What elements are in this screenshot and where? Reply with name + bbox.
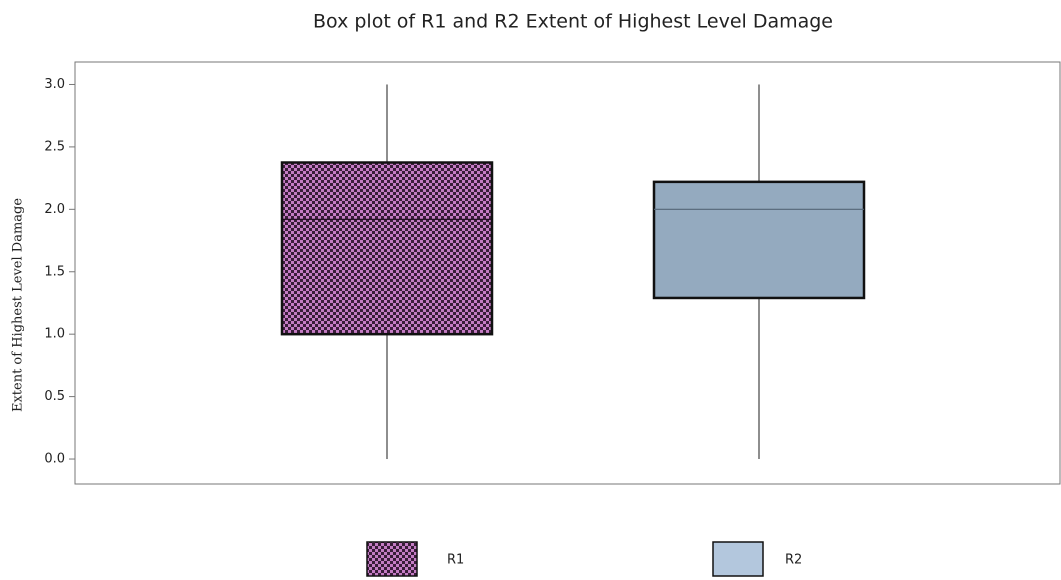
y-tick-label: 2.0 — [44, 202, 65, 217]
y-tick-label: 2.5 — [44, 139, 65, 154]
y-tick-label: 0.0 — [44, 452, 65, 467]
legend-label: R2 — [785, 553, 802, 568]
chart-title: Box plot of R1 and R2 Extent of Highest … — [313, 11, 833, 33]
y-tick-label: 1.0 — [44, 327, 65, 342]
y-axis-label: Extent of Highest Level Damage — [11, 198, 26, 412]
legend-swatch — [366, 541, 418, 577]
y-tick-label: 3.0 — [44, 77, 65, 92]
plot-frame — [74, 61, 1061, 485]
y-tick-label: 0.5 — [44, 389, 65, 404]
box — [652, 180, 866, 300]
legend-swatch — [712, 541, 764, 577]
y-tick-label: 1.5 — [44, 264, 65, 279]
legend-label: R1 — [447, 553, 464, 568]
box — [280, 161, 494, 336]
